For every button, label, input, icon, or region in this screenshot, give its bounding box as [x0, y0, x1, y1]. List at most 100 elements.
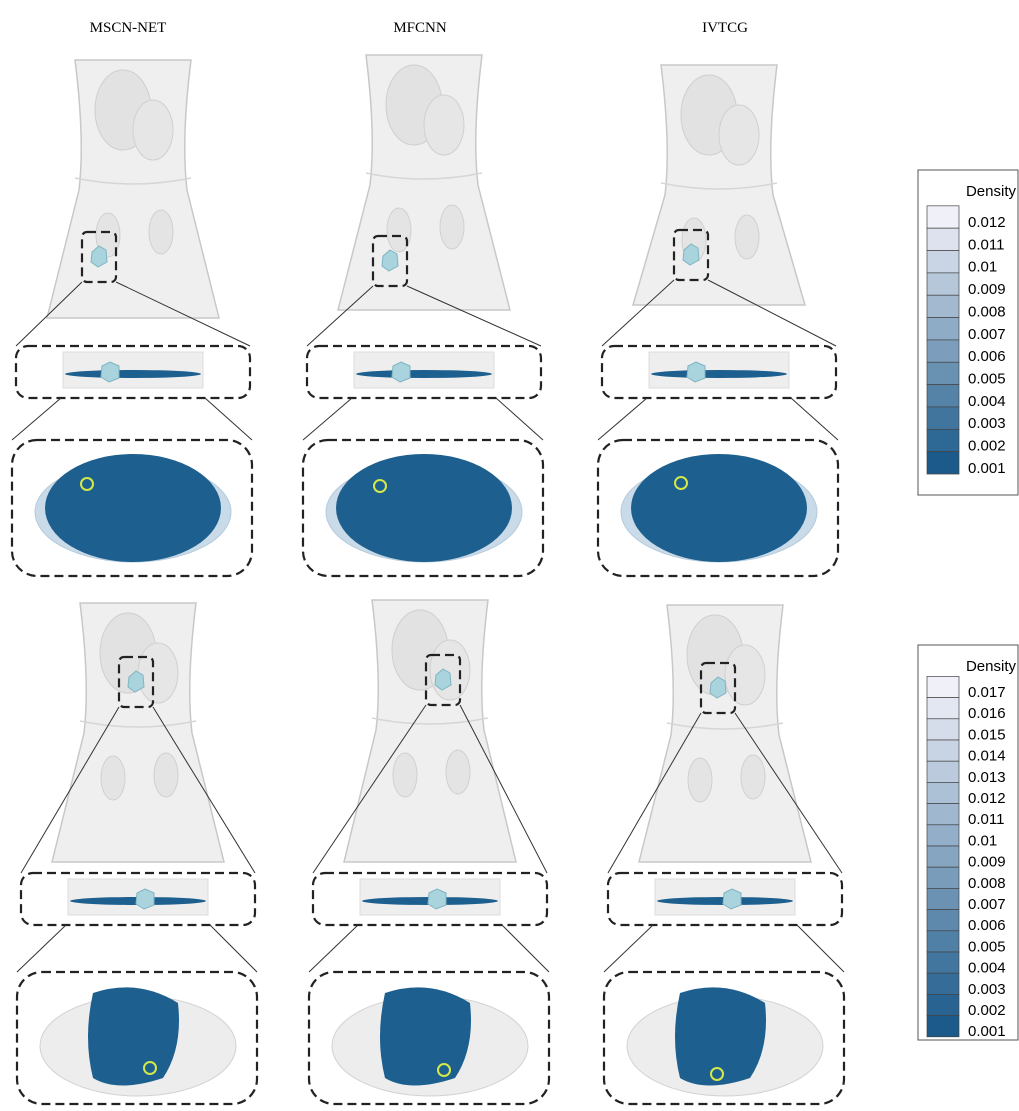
tumor	[723, 889, 741, 909]
colorbar-label: 0.012	[968, 790, 1006, 807]
colorbar-swatch	[927, 804, 959, 825]
connector	[205, 398, 252, 440]
colorbar-label: 0.011	[968, 236, 1004, 253]
colorbar-label: 0.001	[968, 460, 1006, 477]
connector	[797, 925, 844, 972]
organ	[133, 100, 173, 160]
connector	[496, 398, 543, 440]
colorbar-swatch	[927, 740, 959, 761]
colorbar-swatch	[927, 251, 959, 273]
kidney	[688, 758, 712, 802]
connector	[12, 398, 61, 440]
connector	[303, 398, 352, 440]
colorbar-label: 0.013	[968, 769, 1006, 786]
tumor	[136, 889, 154, 909]
kidney	[154, 753, 178, 797]
colorbar-label: 0.002	[968, 438, 1006, 455]
organ	[430, 640, 470, 700]
plane	[65, 370, 201, 378]
colorbar-label: 0.001	[968, 1023, 1006, 1040]
density-region	[380, 987, 471, 1085]
colorbar-label: 0.009	[968, 281, 1006, 298]
colorbar-swatch	[927, 407, 959, 429]
kidney	[149, 210, 173, 254]
organ	[424, 95, 464, 155]
colorbar-label: 0.014	[968, 748, 1006, 765]
colorbar-label: 0.004	[968, 393, 1006, 410]
colorbar-label: 0.008	[968, 303, 1006, 320]
colorbar-swatch	[927, 362, 959, 384]
column-title: IVTCG	[702, 20, 748, 36]
connector	[791, 398, 838, 440]
connector	[598, 398, 647, 440]
figure: MSCN-NET MFCNN IVTCG Density 0.012 0.011 0.…	[0, 0, 1019, 1111]
colorbar-label: 0.012	[968, 214, 1006, 231]
colorbar-swatch	[927, 676, 959, 697]
column-title: MSCN-NET	[90, 20, 167, 36]
colorbar-swatch	[927, 429, 959, 451]
colorbar-label: 0.005	[968, 938, 1006, 955]
organ	[725, 645, 765, 705]
colorbar-label: 0.004	[968, 960, 1006, 977]
colorbar-swatch	[927, 340, 959, 362]
kidney	[101, 756, 125, 800]
connector	[309, 925, 358, 972]
colorbar-label: 0.017	[968, 684, 1006, 701]
colorbar-label: 0.003	[968, 415, 1006, 432]
colorbar-swatch	[927, 867, 959, 888]
colorbar-swatch	[927, 719, 959, 740]
connector	[210, 925, 257, 972]
plane	[356, 370, 492, 378]
colorbar-swatch	[927, 318, 959, 340]
column-title: MFCNN	[393, 20, 447, 36]
colorbar-swatch	[927, 228, 959, 250]
kidney	[446, 750, 470, 794]
colorbar-swatch	[927, 910, 959, 931]
kidney	[735, 215, 759, 259]
colorbar-swatch	[927, 452, 959, 474]
tumor	[101, 362, 119, 382]
kidney	[393, 753, 417, 797]
colorbar-swatch	[927, 952, 959, 973]
connector	[17, 925, 66, 972]
colorbar-swatch	[927, 206, 959, 228]
density-region	[336, 454, 512, 562]
colorbar-swatch	[927, 295, 959, 317]
density-region	[631, 454, 807, 562]
colorbar-swatch	[927, 846, 959, 867]
colorbar-swatch	[927, 782, 959, 803]
colorbar-swatch	[927, 825, 959, 846]
colorbar-label: 0.008	[968, 875, 1006, 892]
tumor	[428, 889, 446, 909]
colorbar-label: 0.006	[968, 917, 1006, 934]
colorbar-label: 0.009	[968, 854, 1006, 871]
colorbar-label: 0.016	[968, 705, 1006, 722]
density-region	[88, 987, 179, 1085]
colorbar-swatch	[927, 273, 959, 295]
colorbar-title: Density	[966, 658, 1017, 675]
colorbar-label: 0.015	[968, 726, 1006, 743]
colorbar-swatch	[927, 761, 959, 782]
colorbar-swatch	[927, 994, 959, 1015]
organ	[719, 105, 759, 165]
tumor	[687, 362, 705, 382]
tumor	[392, 362, 410, 382]
colorbar-label: 0.003	[968, 981, 1006, 998]
colorbar-label: 0.002	[968, 1002, 1006, 1019]
colorbar-swatch	[927, 973, 959, 994]
plane	[651, 370, 787, 378]
density-region	[45, 454, 221, 562]
kidney	[741, 755, 765, 799]
colorbar-label: 0.007	[968, 896, 1006, 913]
colorbar-title: Density	[966, 183, 1017, 200]
colorbar-label: 0.011	[968, 811, 1004, 828]
colorbar-label: 0.007	[968, 326, 1006, 343]
colorbar-swatch	[927, 888, 959, 909]
colorbar-swatch	[927, 385, 959, 407]
connector	[604, 925, 653, 972]
connector	[502, 925, 549, 972]
colorbar-swatch	[927, 1016, 959, 1037]
colorbar-label: 0.01	[968, 832, 997, 849]
kidney	[440, 205, 464, 249]
colorbar-swatch	[927, 698, 959, 719]
